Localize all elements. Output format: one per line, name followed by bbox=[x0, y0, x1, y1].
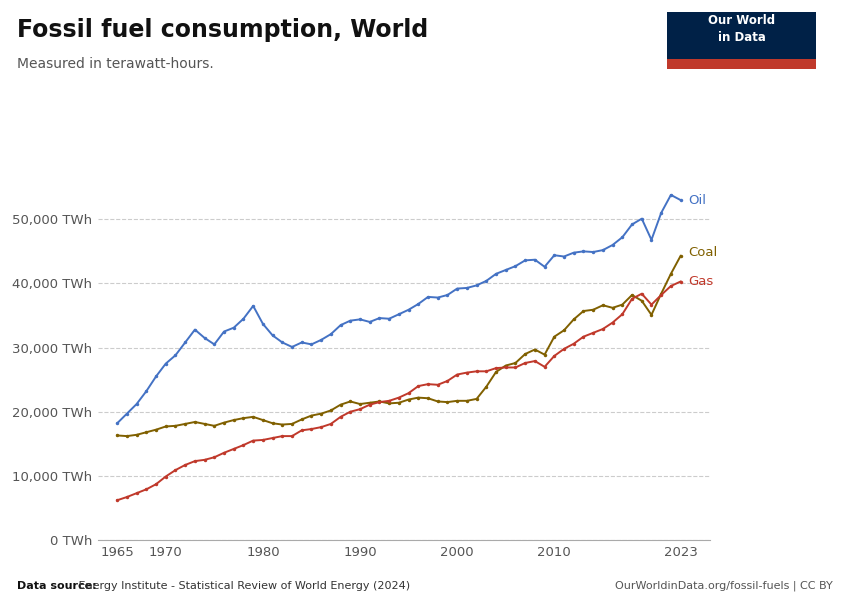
Text: Coal: Coal bbox=[688, 246, 717, 259]
Text: Gas: Gas bbox=[688, 275, 714, 288]
Text: Fossil fuel consumption, World: Fossil fuel consumption, World bbox=[17, 18, 428, 42]
Text: Data source:: Data source: bbox=[17, 581, 97, 591]
Text: OurWorldinData.org/fossil-fuels | CC BY: OurWorldinData.org/fossil-fuels | CC BY bbox=[615, 581, 833, 591]
Text: Oil: Oil bbox=[688, 194, 706, 206]
Text: Energy Institute - Statistical Review of World Energy (2024): Energy Institute - Statistical Review of… bbox=[75, 581, 410, 591]
Text: in Data: in Data bbox=[717, 31, 766, 44]
Text: Our World: Our World bbox=[708, 14, 775, 27]
Text: Measured in terawatt-hours.: Measured in terawatt-hours. bbox=[17, 57, 213, 71]
